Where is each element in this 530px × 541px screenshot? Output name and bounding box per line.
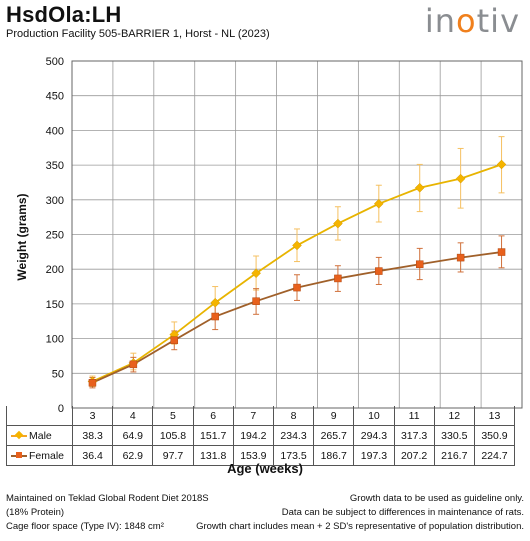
- point-female-4: [129, 360, 138, 369]
- male-legend-icon: [11, 430, 27, 440]
- point-female-6: [211, 312, 219, 321]
- diet-note: Maintained on Teklad Global Rodent Diet …: [6, 493, 209, 504]
- x-tick-7: 7: [232, 406, 274, 426]
- y-tick-50: 50: [52, 368, 64, 380]
- point-female-12: [456, 253, 465, 262]
- legend-female: Female: [6, 445, 73, 466]
- cage-note: Cage floor space (Type IV): 1848 cm²: [6, 521, 164, 532]
- x-tick-11: 11: [393, 406, 435, 426]
- data-label-female-9: 186.7: [313, 445, 355, 466]
- table-row-male: Male 38.3 64.9 105.8 151.7 194.2 234.3 265.7 29…: [6, 425, 516, 446]
- y-tick-250: 250: [46, 230, 64, 242]
- page-title: HsdOla:LH: [6, 2, 122, 27]
- chart-subtitle: Production Facility 505-BARRIER 1, Horst…: [6, 28, 270, 40]
- y-tick-100: 100: [46, 334, 64, 346]
- protein-note: (18% Protein): [6, 507, 65, 518]
- point-female-10: [375, 267, 383, 275]
- data-label-male-3: 38.3: [71, 425, 114, 446]
- data-table: 3 4 5 6 7 8 9 10 11 12 13 Male 38.3 64.9 105.8 151.7 1…: [6, 406, 516, 466]
- table-corner: [6, 406, 73, 426]
- data-label-female-10: 197.3: [353, 445, 395, 466]
- data-label-female-7: 153.9: [232, 445, 274, 466]
- data-label-female-13: 224.7: [473, 445, 516, 466]
- point-male-12: [455, 173, 466, 184]
- point-female-7: [252, 297, 260, 305]
- table-row-female: Female 36.4 62.9 97.7 131.8 153.9 173.5 186.7 1…: [6, 445, 516, 466]
- data-label-male-10: 294.3: [353, 425, 395, 446]
- data-label-male-11: 317.3: [393, 425, 435, 446]
- point-male-6: [210, 297, 221, 308]
- legend-female-label: Female: [29, 449, 65, 462]
- distribution-note: Growth chart includes mean + 2 SD's repr…: [196, 521, 524, 532]
- x-tick-13: 13: [473, 406, 516, 426]
- legend-male: Male: [6, 425, 73, 446]
- y-tick-450: 450: [46, 91, 64, 103]
- point-female-5: [170, 336, 179, 344]
- point-male-11: [414, 182, 425, 193]
- data-label-male-7: 194.2: [232, 425, 274, 446]
- y-tick-300: 300: [46, 195, 64, 207]
- legend-male-label: Male: [29, 429, 52, 442]
- data-label-female-8: 173.5: [272, 445, 315, 466]
- y-tick-400: 400: [46, 125, 64, 137]
- data-label-female-12: 216.7: [433, 445, 475, 466]
- x-tick-4: 4: [112, 406, 154, 426]
- point-female-13: [497, 248, 506, 256]
- y-tick-200: 200: [46, 264, 64, 276]
- x-tick-6: 6: [192, 406, 234, 426]
- footer-left: Maintained on Teklad Global Rodent Diet …: [6, 492, 209, 534]
- guideline-note: Growth data to be used as guideline only…: [349, 493, 524, 504]
- data-label-male-12: 330.5: [433, 425, 475, 446]
- data-label-male-13: 350.9: [473, 425, 516, 446]
- point-male-13: [496, 159, 507, 170]
- x-tick-3: 3: [71, 406, 114, 426]
- company-logo: inotiv: [424, 2, 520, 40]
- x-tick-5: 5: [152, 406, 194, 426]
- point-female-11: [415, 260, 424, 268]
- point-female-3: [88, 378, 97, 387]
- data-label-male-6: 151.7: [192, 425, 234, 446]
- point-male-7: [251, 268, 261, 279]
- series-markers: [87, 159, 507, 387]
- data-label-female-11: 207.2: [393, 445, 435, 466]
- maintenance-note: Data can be subject to differences in ma…: [281, 507, 524, 518]
- y-tick-350: 350: [46, 160, 64, 172]
- female-legend-icon: [11, 452, 27, 459]
- point-male-9: [333, 218, 343, 229]
- data-label-male-8: 234.3: [272, 425, 315, 446]
- point-male-8: [292, 240, 302, 251]
- x-tick-row: 3 4 5 6 7 8 9 10 11 12 13: [6, 406, 516, 426]
- point-female-8: [293, 283, 301, 292]
- data-label-male-5: 105.8: [152, 425, 194, 446]
- data-label-male-9: 265.7: [313, 425, 355, 446]
- x-tick-9: 9: [313, 406, 355, 426]
- x-tick-10: 10: [353, 406, 395, 426]
- x-tick-8: 8: [272, 406, 315, 426]
- data-label-female-5: 97.7: [152, 445, 194, 466]
- data-label-male-4: 64.9: [112, 425, 154, 446]
- y-tick-150: 150: [46, 299, 64, 311]
- x-tick-12: 12: [433, 406, 475, 426]
- point-female-9: [334, 274, 342, 283]
- footer-right: Growth data to be used as guideline only…: [196, 492, 524, 534]
- x-axis-label: Age (weeks): [227, 461, 303, 476]
- point-male-10: [373, 198, 384, 209]
- y-tick-500: 500: [46, 56, 64, 68]
